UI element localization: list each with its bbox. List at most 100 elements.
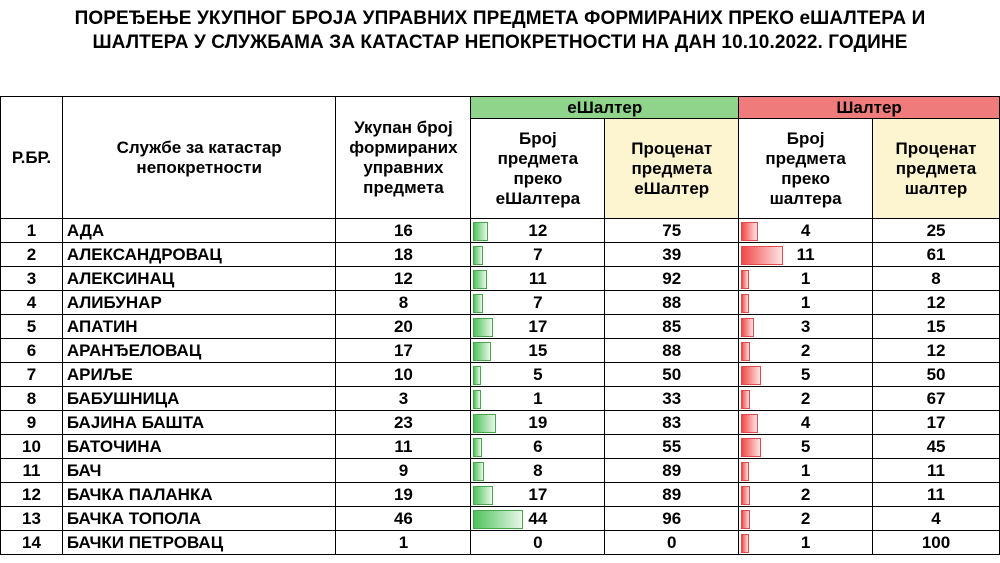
shalter-count-value: 2 <box>800 485 811 504</box>
cell-shalter-count: 3 <box>738 314 874 339</box>
comparison-table: Р.БР. Службе за катастар непокретности У… <box>0 96 1000 555</box>
cell-total: 8 <box>335 290 472 315</box>
eshalter-count-value: 19 <box>528 413 548 432</box>
shalter-count-value: 2 <box>800 509 811 528</box>
cell-shalter-count: 4 <box>738 410 874 435</box>
shalter-count-value: 11 <box>796 245 815 264</box>
cell-total: 9 <box>335 458 472 483</box>
eshalter-count-value: 7 <box>533 293 543 312</box>
cell-shalter-pct: 100 <box>872 530 1000 555</box>
table-row: 10 БАТОЧИНА 11 6 55 5 45 <box>0 434 1000 459</box>
cell-eshalter-pct: 39 <box>604 242 740 267</box>
table-row: 3 АЛЕКСИНАЦ 12 11 92 1 8 <box>0 266 1000 291</box>
cell-shalter-count: 2 <box>738 482 874 507</box>
shalter-data-bar <box>741 246 784 265</box>
cell-office: АЛЕКСИНАЦ <box>61 266 337 291</box>
cell-office: АРИЉЕ <box>61 362 337 387</box>
shalter-data-bar <box>741 438 762 457</box>
cell-total: 20 <box>335 314 472 339</box>
cell-rbr: 12 <box>0 482 63 507</box>
cell-total: 12 <box>335 266 472 291</box>
eshalter-count-value: 0 <box>533 533 543 552</box>
cell-total: 23 <box>335 410 472 435</box>
shalter-data-bar <box>741 462 750 481</box>
cell-eshalter-count: 6 <box>470 434 606 459</box>
shalter-count-value: 4 <box>800 221 811 240</box>
cell-shalter-count: 1 <box>738 266 874 291</box>
shalter-count-value: 1 <box>800 533 811 552</box>
cell-shalter-count: 1 <box>738 530 874 555</box>
cell-office: АРАНЂЕЛОВАЦ <box>61 338 337 363</box>
cell-eshalter-count: 7 <box>470 290 606 315</box>
cell-total: 16 <box>335 218 472 243</box>
header-eshalter-pct: Проценат предмета еШалтер <box>604 118 740 219</box>
cell-total: 17 <box>335 338 472 363</box>
shalter-data-bar <box>741 414 759 433</box>
cell-shalter-count: 2 <box>738 386 874 411</box>
eshalter-data-bar <box>473 462 485 481</box>
cell-eshalter-pct: 0 <box>604 530 740 555</box>
cell-eshalter-pct: 88 <box>604 290 740 315</box>
cell-eshalter-count: 8 <box>470 458 606 483</box>
cell-rbr: 3 <box>0 266 63 291</box>
eshalter-data-bar <box>473 438 483 457</box>
eshalter-count-value: 17 <box>528 485 548 504</box>
cell-rbr: 13 <box>0 506 63 531</box>
eshalter-count-value: 8 <box>533 461 543 480</box>
cell-eshalter-count: 12 <box>470 218 606 243</box>
header-shalter-pct: Проценат предмета шалтер <box>872 118 1000 219</box>
table-row: 1 АДА 16 12 75 4 25 <box>0 218 1000 243</box>
shalter-data-bar <box>741 366 762 385</box>
cell-shalter-count: 4 <box>738 218 874 243</box>
table-row: 11 БАЧ 9 8 89 1 11 <box>0 458 1000 483</box>
cell-eshalter-count: 11 <box>470 266 606 291</box>
cell-office: БАЧ <box>61 458 337 483</box>
cell-rbr: 4 <box>0 290 63 315</box>
cell-rbr: 2 <box>0 242 63 267</box>
cell-shalter-pct: 67 <box>872 386 1000 411</box>
header-office: Службе за катастар непокретности <box>61 96 337 219</box>
cell-eshalter-pct: 96 <box>604 506 740 531</box>
cell-total: 11 <box>335 434 472 459</box>
cell-office: БАЧКА ПАЛАНКА <box>61 482 337 507</box>
cell-eshalter-pct: 75 <box>604 218 740 243</box>
cell-eshalter-count: 1 <box>470 386 606 411</box>
shalter-count-value: 1 <box>800 293 811 312</box>
cell-eshalter-pct: 89 <box>604 482 740 507</box>
cell-shalter-pct: 25 <box>872 218 1000 243</box>
table-row: 4 АЛИБУНАР 8 7 88 1 12 <box>0 290 1000 315</box>
eshalter-data-bar <box>473 294 484 313</box>
cell-eshalter-pct: 92 <box>604 266 740 291</box>
cell-total: 3 <box>335 386 472 411</box>
shalter-data-bar <box>741 534 750 553</box>
header-eshalter-group: еШалтер <box>470 96 740 119</box>
eshalter-data-bar <box>473 342 492 361</box>
shalter-data-bar <box>741 342 751 361</box>
cell-eshalter-pct: 85 <box>604 314 740 339</box>
shalter-count-value: 1 <box>800 461 811 480</box>
cell-eshalter-count: 5 <box>470 362 606 387</box>
cell-shalter-count: 5 <box>738 362 874 387</box>
cell-office: БАЧКИ ПЕТРОВАЦ <box>61 530 337 555</box>
cell-shalter-pct: 11 <box>872 482 1000 507</box>
eshalter-count-value: 15 <box>528 341 548 360</box>
cell-eshalter-count: 17 <box>470 314 606 339</box>
cell-rbr: 9 <box>0 410 63 435</box>
shalter-data-bar <box>741 318 755 337</box>
cell-shalter-count: 2 <box>738 338 874 363</box>
cell-eshalter-count: 7 <box>470 242 606 267</box>
table-row: 13 БАЧКА ТОПОЛА 46 44 96 2 4 <box>0 506 1000 531</box>
cell-rbr: 10 <box>0 434 63 459</box>
cell-office: БАЈИНА БАШТА <box>61 410 337 435</box>
table-row: 14 БАЧКИ ПЕТРОВАЦ 1 0 0 1 100 <box>0 530 1000 555</box>
shalter-data-bar <box>741 486 751 505</box>
cell-eshalter-count: 44 <box>470 506 606 531</box>
shalter-count-value: 1 <box>800 269 811 288</box>
eshalter-count-value: 11 <box>528 269 547 288</box>
cell-office: БАЧКА ТОПОЛА <box>61 506 337 531</box>
header-shalter-count: Број предмета преко шалтера <box>738 118 874 219</box>
cell-office: АДА <box>61 218 337 243</box>
table-row: 8 БАБУШНИЦА 3 1 33 2 67 <box>0 386 1000 411</box>
cell-shalter-count: 2 <box>738 506 874 531</box>
cell-rbr: 11 <box>0 458 63 483</box>
